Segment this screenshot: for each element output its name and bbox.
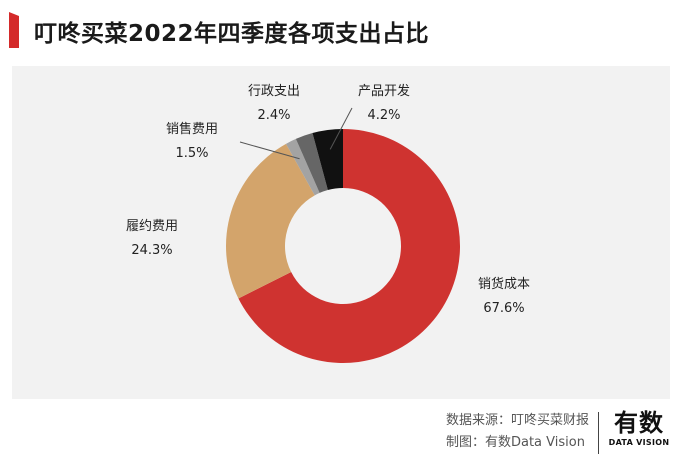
leader-line-销售费用 xyxy=(239,141,300,160)
brand-subtitle: DATA VISION xyxy=(608,438,670,447)
slice-label-销售费用: 销售费用 xyxy=(166,122,219,137)
slice-value-履约费用: 24.3% xyxy=(131,243,173,258)
slice-销售费用 xyxy=(285,138,320,196)
source-note: 数据来源：叮咚买菜财报 制图：有数Data Vision xyxy=(446,410,589,454)
title-accent-bar xyxy=(9,12,19,48)
slice-履约费用 xyxy=(226,143,315,299)
slice-行政支出 xyxy=(295,133,328,193)
slice-value-销售费用: 1.5% xyxy=(175,146,209,161)
footer-divider xyxy=(598,412,599,454)
credit-text: 制图：有数Data Vision xyxy=(445,435,585,450)
leader-line-产品开发 xyxy=(329,107,353,150)
donut-chart xyxy=(226,107,461,363)
slice-产品开发 xyxy=(312,129,343,191)
chart-title: 叮咚买菜2022年四季度各项支出占比 xyxy=(34,21,430,47)
source-text: 数据来源：叮咚买菜财报 xyxy=(445,413,589,428)
slice-label-产品开发: 产品开发 xyxy=(358,84,411,99)
slice-value-行政支出: 2.4% xyxy=(257,108,291,123)
slice-label-行政支出: 行政支出 xyxy=(248,84,301,99)
slice-value-产品开发: 4.2% xyxy=(367,108,401,123)
slice-value-销货成本: 67.6% xyxy=(483,301,525,316)
brand-name: 有数 xyxy=(614,409,664,437)
slice-label-销货成本: 销货成本 xyxy=(478,277,531,292)
brand-logo: 有数 DATA VISION xyxy=(606,408,672,447)
slice-label-履约费用: 履约费用 xyxy=(126,219,179,234)
slice-销货成本 xyxy=(238,129,461,363)
